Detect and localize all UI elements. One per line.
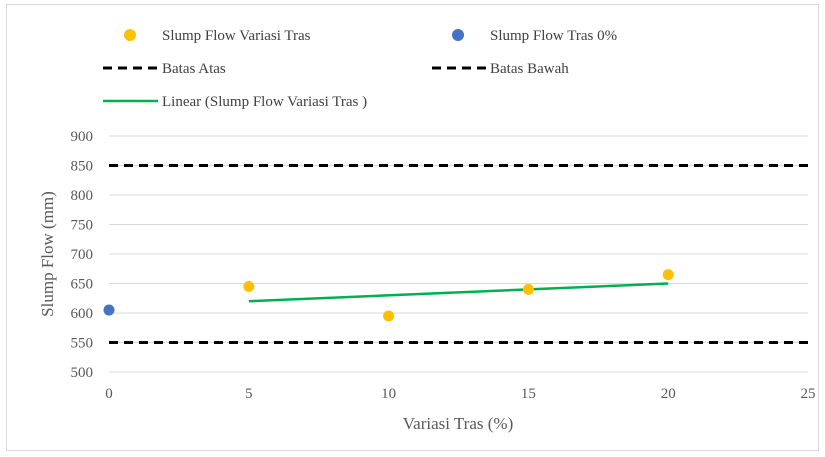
data-point-slump-flow-variasi-tras-3 bbox=[662, 269, 674, 281]
chart-frame bbox=[6, 4, 819, 451]
y-tick-label-650: 650 bbox=[71, 277, 94, 293]
plot-series bbox=[103, 164, 808, 344]
tick-labels: 500 550 600 650 700 750 800 850 900 0 5 10 15 20 25 bbox=[71, 129, 816, 402]
legend-item-tras0: Slump Flow Tras 0% bbox=[452, 28, 617, 44]
legend-item-batas-atas: Batas Atas bbox=[103, 61, 226, 77]
x-tick-label-10: 10 bbox=[381, 386, 396, 402]
y-tick-label-850: 850 bbox=[71, 159, 94, 175]
y-tick-label-700: 700 bbox=[71, 247, 94, 263]
y-tick-label-600: 600 bbox=[71, 306, 94, 322]
x-tick-label-0: 0 bbox=[105, 386, 113, 402]
legend-label-variasi: Slump Flow Variasi Tras bbox=[162, 28, 311, 44]
data-point-slump-flow-tras-0-0 bbox=[103, 304, 115, 316]
legend-label-linear: Linear (Slump Flow Variasi Tras ) bbox=[162, 94, 367, 110]
data-point-slump-flow-variasi-tras-2 bbox=[522, 283, 534, 295]
trendline-linear-slump-flow-variasi-tras bbox=[248, 282, 669, 303]
legend-item-variasi: Slump Flow Variasi Tras bbox=[124, 28, 311, 44]
x-tick-label-15: 15 bbox=[521, 386, 536, 402]
legend-item-batas-bawah: Batas Bawah bbox=[432, 61, 569, 77]
x-tick-label-25: 25 bbox=[801, 386, 816, 402]
data-point-slump-flow-variasi-tras-1 bbox=[383, 310, 395, 322]
legend-label-batas-atas: Batas Atas bbox=[162, 61, 226, 77]
gridlines bbox=[109, 135, 808, 373]
y-axis-title: Slump Flow (mm) bbox=[38, 191, 57, 317]
y-tick-label-500: 500 bbox=[71, 365, 94, 381]
legend-item-linear: Linear (Slump Flow Variasi Tras ) bbox=[103, 94, 367, 110]
y-tick-label-900: 900 bbox=[71, 129, 94, 145]
y-tick-label-800: 800 bbox=[71, 188, 94, 204]
x-axis-title: Variasi Tras (%) bbox=[403, 414, 514, 433]
legend: Slump Flow Variasi Tras Slump Flow Tras … bbox=[103, 28, 617, 110]
x-tick-label-20: 20 bbox=[661, 386, 676, 402]
legend-label-tras0: Slump Flow Tras 0% bbox=[490, 28, 617, 44]
legend-marker-tras0 bbox=[452, 29, 464, 41]
data-point-slump-flow-variasi-tras-0 bbox=[243, 280, 255, 292]
legend-label-batas-bawah: Batas Bawah bbox=[490, 61, 569, 77]
x-tick-label-5: 5 bbox=[245, 386, 253, 402]
legend-marker-variasi bbox=[124, 29, 136, 41]
y-tick-label-750: 750 bbox=[71, 218, 94, 234]
y-tick-label-550: 550 bbox=[71, 336, 94, 352]
